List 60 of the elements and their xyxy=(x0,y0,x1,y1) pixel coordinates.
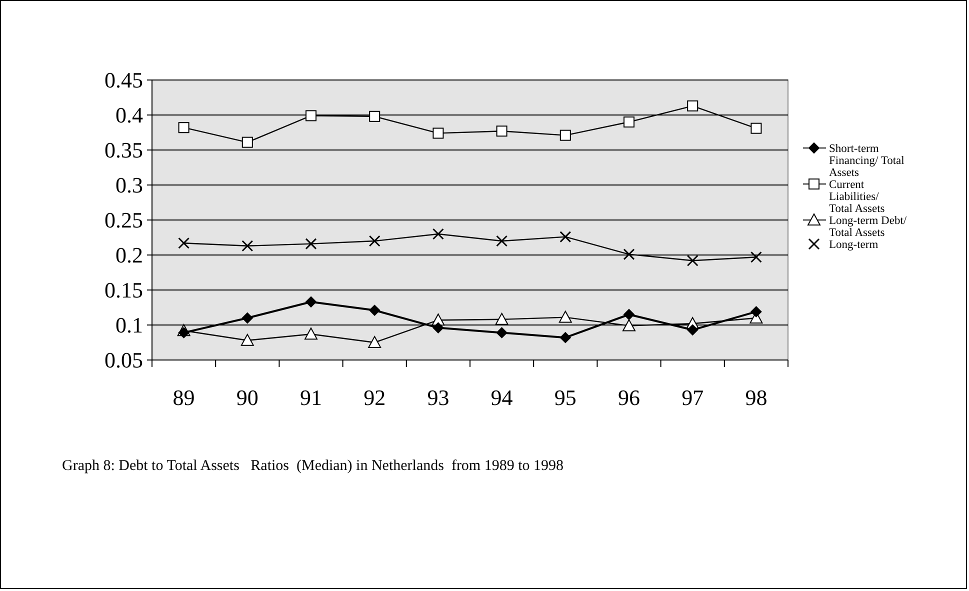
legend-label: Long-term xyxy=(829,239,878,251)
point xyxy=(242,136,253,148)
x-tick-label: 89 xyxy=(172,385,195,410)
point xyxy=(624,309,634,320)
x-tick-label: 91 xyxy=(300,385,322,410)
legend-label: Long-term Debt/ Total Assets xyxy=(829,215,908,239)
point xyxy=(178,122,190,134)
point xyxy=(623,248,635,260)
point xyxy=(496,126,508,137)
point xyxy=(432,322,444,334)
y-tick-label: 0.4 xyxy=(116,102,143,128)
point xyxy=(624,116,634,128)
y-tick-label: 0.25 xyxy=(104,208,143,233)
legend-label: Short-term Financing/ Total Assets xyxy=(829,143,904,179)
y-tick-label: 0.3 xyxy=(116,172,143,198)
point xyxy=(687,100,698,112)
point xyxy=(306,110,316,122)
x-tick-label: 98 xyxy=(745,385,768,410)
point xyxy=(304,328,318,340)
point xyxy=(560,130,571,141)
point xyxy=(560,332,571,344)
point xyxy=(495,312,508,325)
point xyxy=(750,251,762,263)
point xyxy=(750,306,762,318)
text: Graph 8: Debt to Total Assets Ratios (Median) in Netherlands from 1989 to 1998 xyxy=(62,458,564,474)
x-tick-label: 92 xyxy=(364,385,386,410)
point xyxy=(369,110,380,122)
x-tick-label: 97 xyxy=(682,385,704,410)
y-tick-label: 0.2 xyxy=(116,242,143,268)
x-tick-label: 93 xyxy=(427,385,450,410)
point xyxy=(432,128,444,139)
point xyxy=(305,238,317,250)
y-tick-label: 0.45 xyxy=(104,68,143,93)
point xyxy=(242,240,254,252)
point xyxy=(178,237,190,249)
point xyxy=(368,235,380,247)
point xyxy=(686,254,698,266)
point xyxy=(368,336,382,348)
point xyxy=(622,319,636,332)
point xyxy=(496,235,508,247)
point xyxy=(306,296,316,308)
y-tick-label: 0.15 xyxy=(104,278,143,303)
point xyxy=(687,324,698,336)
y-tick-label: 0.1 xyxy=(116,312,143,338)
x-tick-label: 94 xyxy=(490,385,513,410)
point xyxy=(750,122,762,134)
point xyxy=(369,304,380,316)
x-tick-label: 96 xyxy=(618,385,640,410)
y-tick-label: 0.05 xyxy=(104,348,143,373)
point xyxy=(496,327,508,338)
point xyxy=(178,327,190,338)
y-tick-label: 0.35 xyxy=(104,138,143,163)
point xyxy=(432,228,444,240)
point xyxy=(560,231,572,243)
x-tick-label: 90 xyxy=(236,385,258,410)
legend-label: Current Liabilities/ Total Assets xyxy=(829,179,886,215)
point xyxy=(242,312,253,324)
x-tick-label: 95 xyxy=(554,385,576,410)
point xyxy=(558,310,572,323)
point xyxy=(240,334,254,346)
